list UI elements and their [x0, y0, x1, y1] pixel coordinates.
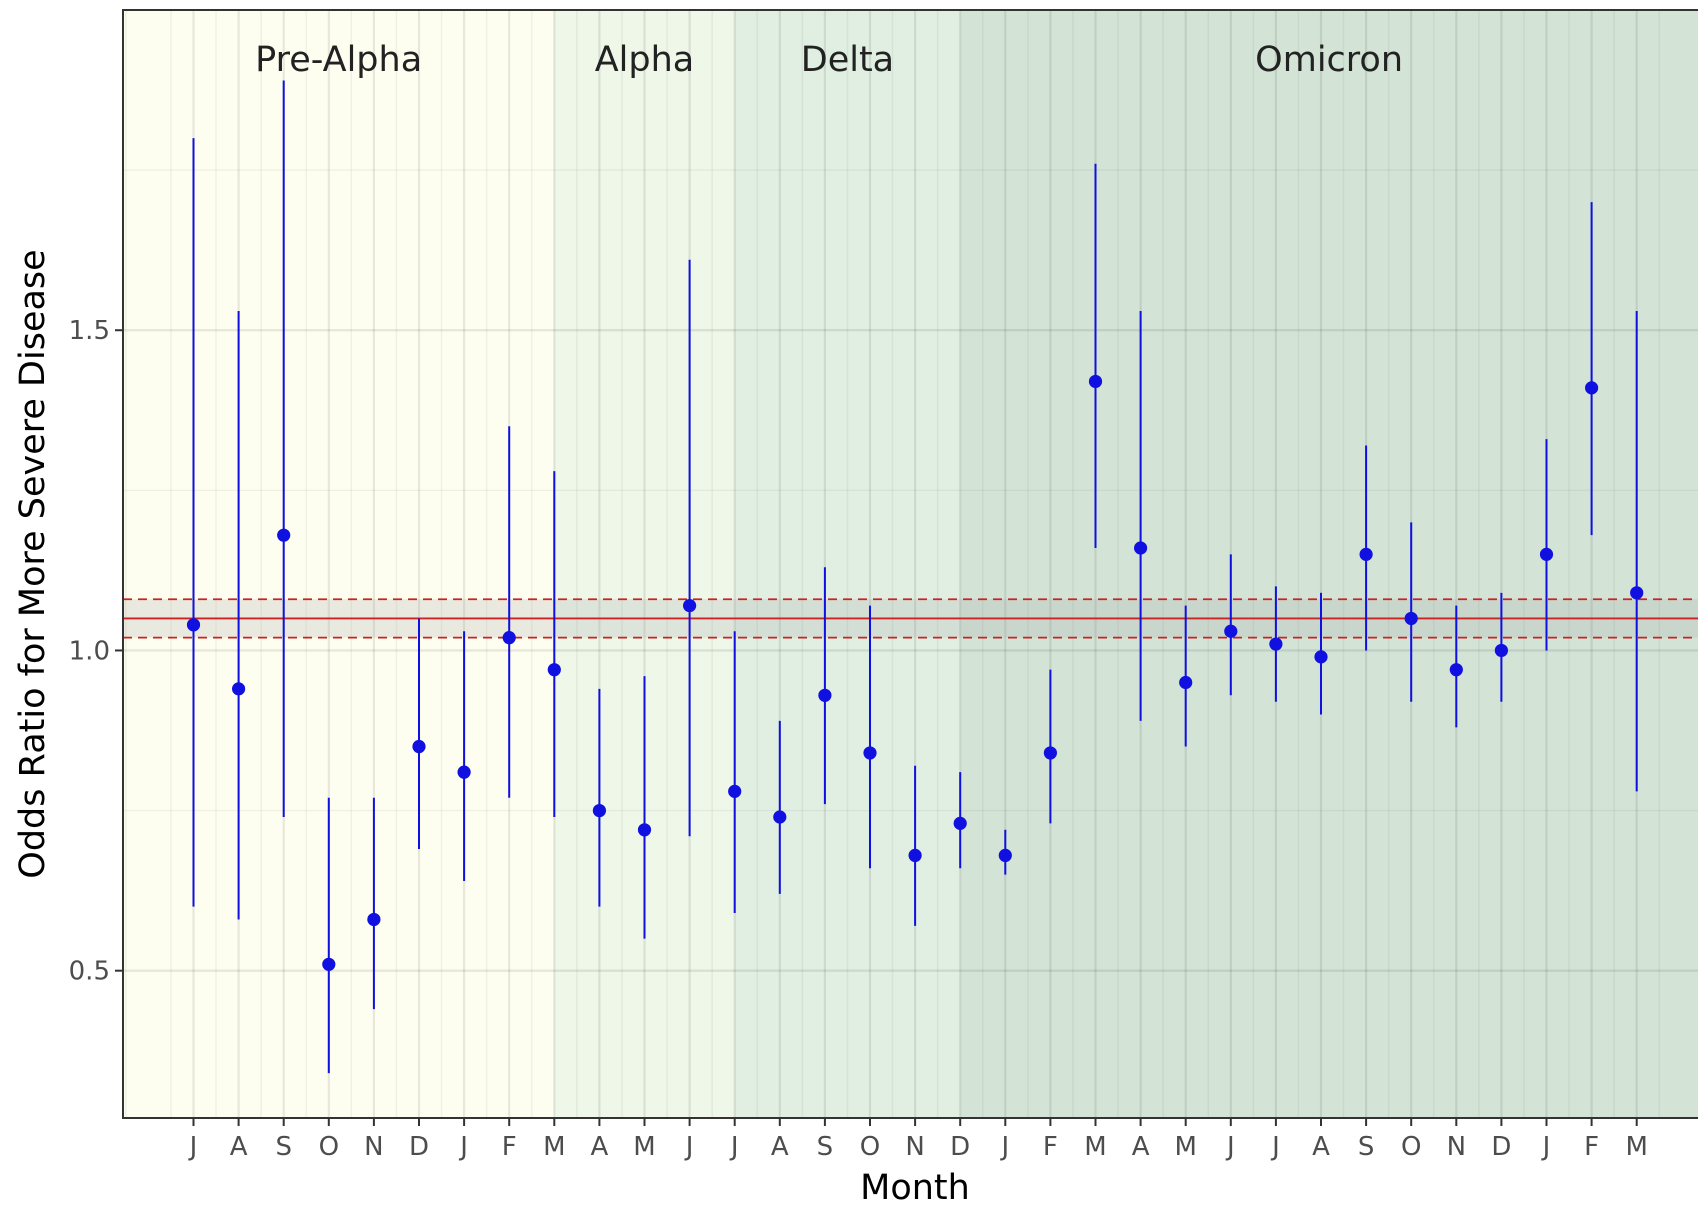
x-tick-label: D [1491, 1132, 1511, 1162]
estimate-point [773, 810, 787, 824]
x-tick-label: M [1625, 1132, 1647, 1162]
y-axis: 0.5 1.0 1.5 [69, 316, 123, 987]
estimate-point [1585, 381, 1599, 395]
x-tick-label: J [458, 1132, 468, 1162]
x-tick-label: M [1084, 1132, 1106, 1162]
x-tick-label: N [1447, 1132, 1466, 1162]
estimate-point [547, 663, 561, 677]
era-band [734, 10, 961, 1118]
x-tick-label: D [409, 1132, 429, 1162]
estimate-point [1179, 675, 1193, 690]
x-tick-label: J [1541, 1132, 1551, 1162]
x-tick-label: J [1225, 1132, 1235, 1162]
estimate-point [502, 631, 516, 645]
x-tick-label: J [999, 1132, 1009, 1162]
panel-border [122, 9, 1698, 1119]
era-labels: Pre-Alpha Alpha Delta Omicron [255, 40, 1403, 80]
estimate-point [1088, 374, 1103, 389]
era-band [123, 10, 555, 1118]
x-tick-label: O [860, 1132, 880, 1162]
y-tick-label: 0.5 [69, 957, 110, 987]
x-tick-label: A [1312, 1132, 1330, 1162]
point-estimates [186, 374, 1644, 971]
x-tick-label: D [950, 1132, 970, 1162]
estimate-point [367, 912, 381, 927]
estimate-point [186, 618, 201, 632]
x-tick-label: N [905, 1132, 924, 1162]
x-tick-label: A [1132, 1132, 1150, 1162]
estimate-point [1224, 624, 1238, 638]
era-label: Alpha [595, 40, 695, 80]
x-axis-title: Month [860, 1168, 970, 1205]
estimate-point [1494, 643, 1508, 658]
y-axis-title: Odds Ratio for More Severe Disease [13, 249, 53, 878]
estimate-point [1314, 650, 1328, 664]
estimate-point [1630, 586, 1644, 600]
estimate-point [683, 599, 697, 613]
estimate-point [953, 816, 967, 830]
confidence-intervals [192, 80, 1638, 1074]
estimate-point [1134, 541, 1148, 555]
estimate-point [1539, 547, 1554, 561]
estimate-point [277, 528, 291, 542]
estimate-point [457, 765, 471, 779]
x-tick-label: F [1043, 1132, 1058, 1162]
estimate-point [818, 688, 832, 702]
era-backgrounds [123, 10, 1698, 1118]
estimate-point [412, 739, 426, 754]
estimate-point [908, 848, 922, 863]
era-label: Omicron [1255, 40, 1403, 80]
estimate-point [1043, 746, 1057, 760]
y-tick-label: 1.0 [69, 636, 110, 666]
x-tick-label: A [771, 1132, 789, 1162]
x-tick-label: J [729, 1132, 739, 1162]
era-label: Delta [801, 40, 894, 80]
x-tick-label: S [817, 1132, 834, 1162]
x-tick-label: J [684, 1132, 694, 1162]
x-tick-label: S [1358, 1132, 1375, 1162]
x-tick-label: M [1174, 1132, 1196, 1162]
x-tick-label: J [188, 1132, 198, 1162]
x-tick-label: O [1401, 1132, 1421, 1162]
estimate-point [1449, 663, 1463, 677]
minor-vertical-gridlines [125, 10, 1660, 1118]
x-tick-label: F [502, 1132, 517, 1162]
estimate-point [998, 848, 1012, 863]
x-tick-label: F [1584, 1132, 1599, 1162]
estimate-point [1404, 611, 1418, 626]
estimate-point [592, 803, 607, 818]
x-tick-label: A [230, 1132, 248, 1162]
estimate-point [728, 784, 742, 798]
estimate-point [863, 746, 877, 760]
y-tick-label: 1.5 [69, 316, 110, 346]
x-tick-label: O [319, 1132, 339, 1162]
era-label: Pre-Alpha [255, 40, 422, 80]
pooled-reference [123, 598, 1698, 639]
x-tick-label: S [275, 1132, 292, 1162]
estimate-point [322, 957, 336, 971]
estimate-point [1269, 637, 1283, 651]
x-tick-label: J [1270, 1132, 1280, 1162]
x-tick-label: M [543, 1132, 565, 1162]
estimate-point [232, 682, 246, 696]
x-tick-label: N [364, 1132, 383, 1162]
era-band [960, 10, 1698, 1118]
x-tick-label: M [633, 1132, 655, 1162]
estimate-point [1359, 547, 1373, 561]
x-tick-label: A [591, 1132, 609, 1162]
estimate-point [637, 823, 652, 837]
